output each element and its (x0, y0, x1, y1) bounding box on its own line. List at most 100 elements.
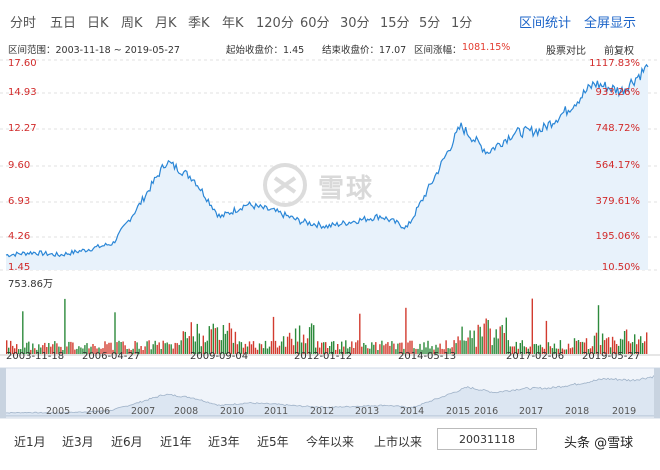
tab-yearly-k[interactable]: 年K (222, 16, 244, 31)
tab-daily-k[interactable]: 日K (87, 16, 109, 31)
volume-bar (646, 332, 648, 354)
price-area (6, 64, 648, 270)
volume-bar (395, 349, 397, 354)
volume-bar (377, 350, 379, 354)
y-left-label: 12.27 (8, 123, 37, 134)
volume-bar (302, 334, 305, 354)
adjust-select[interactable]: 前复权 (604, 46, 634, 57)
volume-bar (42, 345, 44, 354)
fullscreen-link[interactable]: 全屏显示 (584, 16, 637, 31)
volume-bar (636, 344, 638, 354)
volume-bar (431, 346, 433, 354)
navigator-area (0, 374, 660, 417)
period-tabs: 分时 五日 日K 周K 月K 季K 年K 120分 60分 30分 15分 5分… (0, 0, 660, 40)
volume-bar (172, 348, 174, 354)
volume-bar (609, 347, 612, 354)
price-chart[interactable] (0, 56, 660, 426)
volume-bar (549, 346, 552, 354)
volume-bar (36, 349, 38, 354)
volume-bar (507, 340, 509, 354)
volume-bar (613, 340, 616, 354)
range-3-year-button[interactable]: 近3年 (208, 435, 240, 449)
watermark-text: 雪球 (318, 174, 375, 204)
range-1-year-button[interactable]: 近1年 (160, 435, 192, 449)
volume-bar (469, 330, 471, 354)
volume-bar (160, 349, 162, 354)
volume-bar (363, 343, 365, 354)
volume-bar (206, 340, 208, 354)
volume-bar (184, 331, 186, 354)
tab-monthly-k[interactable]: 月K (155, 16, 177, 31)
volume-bar (523, 346, 525, 354)
volume-bar (585, 338, 588, 354)
change-label: 区间涨幅： (414, 45, 462, 56)
volume-bar (565, 349, 568, 354)
volume-bar (136, 342, 138, 354)
volume-bar (74, 349, 76, 354)
volume-bar (232, 342, 235, 354)
volume-bar (86, 343, 88, 354)
volume-bar (156, 344, 158, 354)
volume-bar (513, 346, 515, 354)
volume-bar (164, 343, 166, 354)
stock-compare-button[interactable]: 股票对比 (546, 46, 586, 57)
volume-bar (30, 349, 32, 354)
volume-bar (529, 346, 531, 354)
range-1-month-button[interactable]: 近1月 (14, 435, 46, 449)
volume-bar (397, 343, 399, 354)
volume-bar (427, 340, 429, 354)
tab-60min[interactable]: 60分 (300, 16, 330, 31)
tab-intraday[interactable]: 分时 (10, 16, 37, 31)
volume-bar (583, 342, 586, 354)
volume-bar (174, 342, 176, 354)
navigator-year: 2012 (310, 406, 335, 417)
volume-bar (50, 346, 52, 354)
volume-bar (631, 342, 634, 354)
volume-bar (246, 346, 249, 354)
volume-bar (463, 340, 465, 354)
volume-bar (603, 340, 606, 354)
volume-bar (527, 348, 529, 354)
volume-bar (319, 347, 321, 354)
volume-bar (351, 341, 353, 354)
volume-bar (642, 343, 644, 354)
volume-bar (242, 347, 245, 354)
volume-bar (425, 347, 427, 354)
range-3-month-button[interactable]: 近3月 (62, 435, 94, 449)
tab-1min[interactable]: 1分 (451, 16, 473, 31)
start-date-input[interactable] (437, 428, 537, 450)
interval-stats-link[interactable]: 区间统计 (519, 16, 572, 31)
volume-bar (276, 347, 279, 354)
volume-bar (10, 340, 12, 354)
x-date-label: 2006-04-27 (82, 351, 141, 362)
range-since-listing-button[interactable]: 上市以来 (374, 435, 423, 449)
volume-bar (467, 337, 469, 354)
volume-bar (371, 342, 373, 354)
range-5-year-button[interactable]: 近5年 (257, 435, 289, 449)
x-date-label: 2017-02-06 (506, 351, 565, 362)
volume-bar (64, 298, 66, 354)
volume-bar (607, 337, 610, 354)
volume-bar (537, 345, 540, 354)
tab-120min[interactable]: 120分 (256, 16, 294, 31)
range-6-month-button[interactable]: 近6月 (111, 435, 143, 449)
tab-five-day[interactable]: 五日 (50, 16, 77, 31)
tab-15min[interactable]: 15分 (380, 16, 410, 31)
volume-bar (256, 349, 259, 354)
tab-weekly-k[interactable]: 周K (121, 16, 143, 31)
volume-bar (381, 340, 383, 354)
tab-quarterly-k[interactable]: 季K (188, 16, 210, 31)
volume-bar (634, 334, 636, 354)
volume-bar (625, 329, 628, 354)
volume-bar (439, 343, 441, 354)
volume-bar (361, 346, 363, 354)
range-ytd-button[interactable]: 今年以来 (306, 435, 355, 449)
tab-30min[interactable]: 30分 (340, 16, 370, 31)
volume-bar (54, 341, 56, 354)
volume-bar (240, 342, 243, 354)
volume-bar (38, 344, 40, 354)
volume-bar (134, 341, 136, 354)
volume-bar (198, 333, 200, 354)
tab-5min[interactable]: 5分 (419, 16, 441, 31)
volume-bar (278, 345, 281, 354)
